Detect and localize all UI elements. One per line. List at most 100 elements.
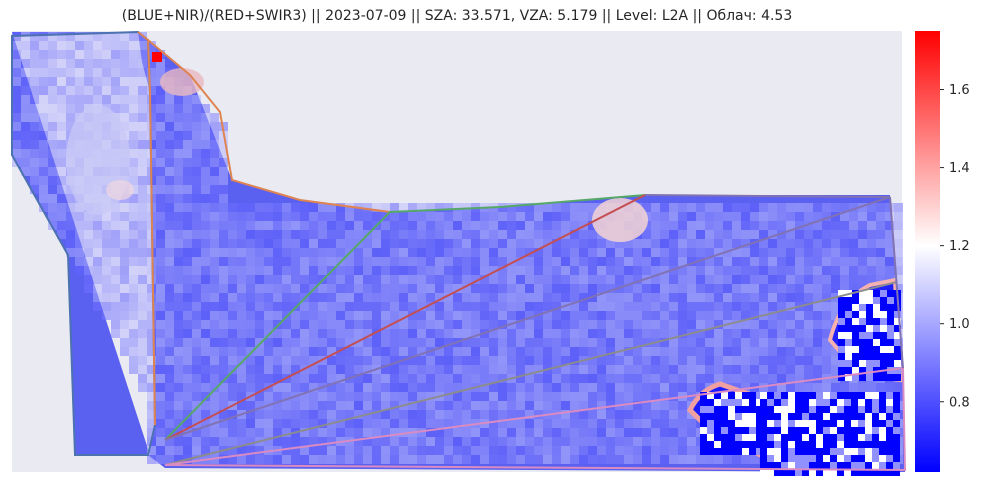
raster-cell — [363, 374, 372, 383]
raster-cell — [615, 446, 624, 455]
raster-cell — [174, 194, 183, 203]
raster-cell — [183, 275, 192, 284]
raster-cell — [633, 383, 642, 392]
raster-cell — [678, 203, 687, 212]
raster-cell — [435, 275, 444, 284]
raster-cell — [237, 419, 246, 428]
raster-cell — [372, 410, 381, 419]
raster-cell — [120, 248, 129, 257]
raster-cell — [156, 302, 165, 311]
raster-cell — [756, 448, 763, 455]
raster-cell — [345, 428, 354, 437]
raster-cell — [885, 239, 894, 248]
raster-cell — [741, 212, 750, 221]
raster-cell — [237, 266, 246, 275]
raster-cell — [48, 50, 57, 59]
raster-cell — [893, 399, 900, 406]
raster-cell — [678, 311, 687, 320]
raster-cell — [615, 338, 624, 347]
raster-cell — [714, 275, 723, 284]
raster-cell — [165, 455, 174, 464]
raster-cell — [642, 257, 651, 266]
raster-cell — [867, 212, 876, 221]
raster-cell — [774, 469, 781, 476]
raster-cell — [30, 185, 39, 194]
raster-cell — [354, 401, 363, 410]
raster-cell — [849, 275, 858, 284]
raster-cell — [750, 356, 759, 365]
raster-cell — [570, 230, 579, 239]
raster-cell — [318, 338, 327, 347]
raster-cell — [886, 462, 893, 469]
raster-cell — [732, 266, 741, 275]
raster-cell — [750, 365, 759, 374]
raster-cell — [866, 374, 873, 381]
raster-cell — [120, 212, 129, 221]
raster-cell — [865, 441, 872, 448]
raster-cell — [669, 428, 678, 437]
raster-cell — [498, 356, 507, 365]
raster-cell — [102, 86, 111, 95]
raster-cell — [579, 212, 588, 221]
raster-cell — [723, 374, 732, 383]
raster-cell — [721, 420, 728, 427]
raster-cell — [579, 410, 588, 419]
raster-cell — [201, 401, 210, 410]
raster-cell — [633, 311, 642, 320]
raster-cell — [363, 212, 372, 221]
raster-cell — [426, 410, 435, 419]
raster-cell — [201, 365, 210, 374]
raster-cell — [192, 320, 201, 329]
raster-cell — [390, 239, 399, 248]
raster-cell — [174, 239, 183, 248]
raster-cell — [273, 401, 282, 410]
raster-cell — [597, 329, 606, 338]
raster-cell — [39, 86, 48, 95]
raster-cell — [48, 212, 57, 221]
raster-cell — [138, 50, 147, 59]
raster-cell — [336, 320, 345, 329]
raster-cell — [879, 448, 886, 455]
raster-cell — [84, 221, 93, 230]
raster-cell — [660, 446, 669, 455]
raster-cell — [309, 257, 318, 266]
raster-cell — [809, 434, 816, 441]
raster-cell — [174, 320, 183, 329]
raster-cell — [462, 383, 471, 392]
raster-cell — [845, 332, 852, 339]
raster-cell — [741, 365, 750, 374]
raster-cell — [678, 446, 687, 455]
raster-cell — [228, 356, 237, 365]
raster-cell — [147, 275, 156, 284]
raster-cell — [345, 410, 354, 419]
raster-cell — [651, 275, 660, 284]
raster-cell — [210, 383, 219, 392]
raster-cell — [597, 383, 606, 392]
raster-cell — [111, 32, 120, 41]
raster-cell — [570, 401, 579, 410]
raster-cell — [372, 338, 381, 347]
raster-cell — [192, 131, 201, 140]
raster-cell — [246, 419, 255, 428]
raster-cell — [444, 374, 453, 383]
raster-cell — [570, 419, 579, 428]
raster-cell — [75, 221, 84, 230]
raster-cell — [372, 203, 381, 212]
raster-cell — [156, 311, 165, 320]
raster-cell — [426, 428, 435, 437]
raster-cell — [336, 410, 345, 419]
raster-cell — [886, 420, 893, 427]
raster-cell — [192, 437, 201, 446]
raster-cell — [138, 257, 147, 266]
raster-cell — [741, 302, 750, 311]
raster-cell — [165, 221, 174, 230]
raster-cell — [813, 356, 822, 365]
raster-cell — [210, 329, 219, 338]
raster-cell — [678, 374, 687, 383]
raster-cell — [849, 239, 858, 248]
raster-cell — [417, 338, 426, 347]
raster-cell — [300, 428, 309, 437]
raster-cell — [291, 311, 300, 320]
raster-cell — [372, 320, 381, 329]
raster-cell — [345, 419, 354, 428]
